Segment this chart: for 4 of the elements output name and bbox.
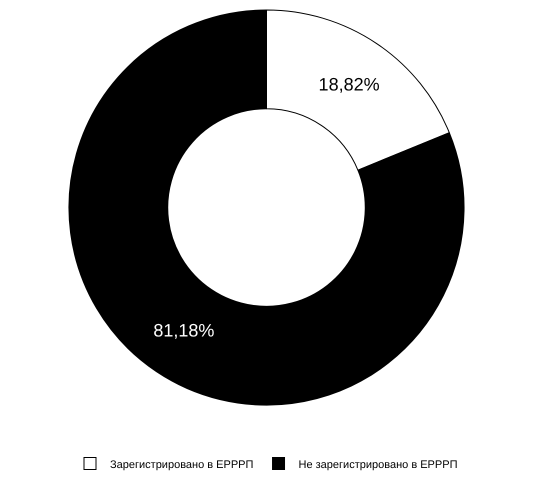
legend-label: Не зарегистрировано в ЕРРРП	[298, 458, 458, 471]
data-label: 18,82%	[318, 74, 380, 95]
data-label: 81,18%	[153, 320, 214, 341]
legend-label: Зарегистрировано в ЕРРРП	[110, 458, 254, 471]
